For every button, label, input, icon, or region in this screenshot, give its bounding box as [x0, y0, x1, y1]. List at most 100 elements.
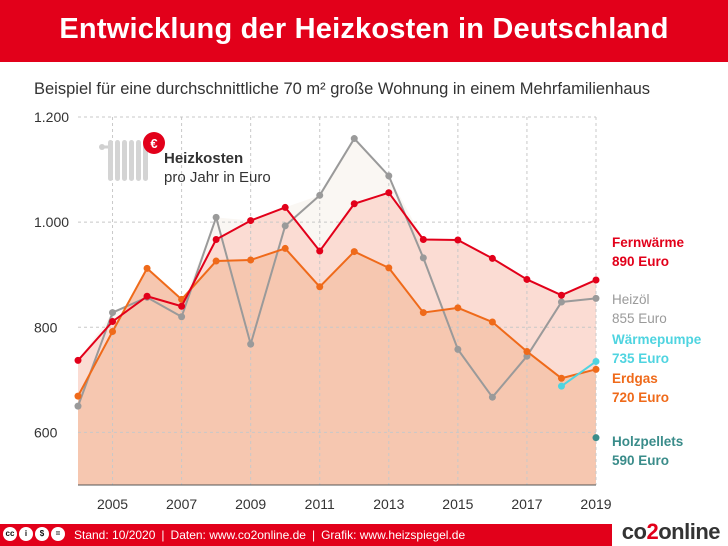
fernwaerme-value-label: 890 Euro [612, 254, 669, 269]
heizoel-point [212, 213, 220, 221]
erdgas-point [419, 309, 427, 317]
fernwaerme-point [247, 217, 255, 225]
nc-icon: $ [35, 527, 49, 541]
logo-part-online: online [658, 519, 720, 544]
legend-title: Heizkosten [164, 150, 243, 167]
heating-cost-chart: 600 800 1.000 1.200 2005 2007 2009 2011 2013 2015… [34, 109, 702, 512]
footer-grafik-link[interactable]: Grafik: www.heizspiegel.de [321, 528, 466, 542]
waermepumpe-line [560, 360, 597, 387]
erdgas-point [143, 264, 151, 272]
footer-bar: cc i $ = Stand: 10/2020 | Daten: www.co2on… [0, 516, 728, 546]
heizoel-point [74, 402, 82, 410]
heizoel-point [316, 191, 324, 199]
waermepumpe-label: Wärmepumpe [612, 332, 702, 347]
erdgas-area [78, 248, 596, 485]
y-tick-label: 1.200 [34, 109, 69, 125]
logo-part-co: co [621, 519, 647, 544]
heizoel-point [557, 298, 565, 306]
waermepumpe-point [592, 357, 600, 365]
erdgas-point [523, 347, 531, 355]
fernwaerme-point [454, 236, 462, 244]
page-title: Entwicklung der Heizkosten in Deutschlan… [59, 13, 669, 45]
footer-stand: Stand: 10/2020 [74, 528, 156, 542]
fernwaerme-point [143, 292, 151, 300]
fernwaerme-point [350, 200, 358, 208]
fernwaerme-point [178, 302, 186, 310]
waermepumpe-point [557, 382, 565, 390]
euro-icon: € [150, 136, 157, 151]
waermepumpe-value-label: 735 Euro [612, 351, 669, 366]
fernwaerme-line [77, 191, 597, 362]
heizoel-point [488, 393, 496, 401]
radiator-valve [99, 144, 105, 150]
erdgas-point [316, 283, 324, 291]
heizoel-label: Heizöl [612, 292, 650, 307]
header-bar: Entwicklung der Heizkosten in Deutschlan… [0, 0, 728, 62]
footer-separator: | [311, 528, 316, 542]
fernwaerme-point [385, 189, 393, 197]
erdgas-point [454, 304, 462, 312]
logo-box [612, 516, 728, 546]
x-tick-label: 2007 [166, 496, 197, 512]
fernwaerme-point [74, 356, 82, 364]
logo-part-2: 2 [646, 519, 659, 544]
chart-subtitle: Beispiel für eine durchschnittliche 70 m… [34, 80, 651, 98]
footer-separator: | [161, 528, 165, 542]
x-tick-label: 2011 [305, 496, 335, 512]
y-tick-label: 600 [34, 424, 58, 440]
erdgas-point [109, 327, 117, 335]
heizoel-point [109, 309, 117, 317]
fernwaerme-point [592, 276, 600, 284]
erdgas-point [350, 248, 358, 256]
x-tick-label: 2013 [373, 496, 404, 512]
heizoel-value-label: 855 Euro [612, 311, 667, 326]
fernwaerme-point [316, 247, 324, 255]
erdgas-point [212, 257, 220, 265]
radiator-euro-icon: € [99, 132, 165, 181]
radiator-fin [136, 140, 141, 181]
heizoel-line [77, 137, 597, 407]
heizoel-point [419, 254, 427, 262]
fernwaerme-point [557, 291, 565, 299]
erdgas-point [488, 318, 496, 326]
radiator-fin [129, 140, 134, 181]
x-tick-label: 2005 [97, 496, 128, 512]
erdgas-label: Erdgas [612, 371, 658, 386]
x-tick-label: 2017 [511, 496, 542, 512]
cc-icon: cc [3, 527, 17, 541]
holzpellets-value-label: 590 Euro [612, 453, 669, 468]
by-icon: i [19, 527, 33, 541]
heizoel-point [454, 345, 462, 353]
erdgas-point [281, 244, 289, 252]
fernwaerme-label: Fernwärme [612, 235, 685, 250]
fernwaerme-point [109, 318, 117, 326]
x-tick-label: 2015 [442, 496, 473, 512]
erdgas-point [557, 374, 565, 382]
erdgas-point [74, 392, 82, 400]
footer-meta: Stand: 10/2020 | Daten: www.co2online.de | G… [74, 528, 465, 542]
radiator-fin [122, 140, 127, 181]
heizoel-point [247, 340, 255, 348]
co2online-logo: co2online [621, 519, 721, 545]
fernwaerme-point [419, 235, 427, 243]
x-tick-label: 2009 [235, 496, 266, 512]
y-tick-label: 800 [34, 319, 58, 335]
fernwaerme-point [523, 275, 531, 283]
euro-badge [143, 132, 165, 154]
heizoel-point [385, 172, 393, 180]
heizoel-point [350, 135, 358, 143]
nd-icon: = [51, 527, 65, 541]
y-tick-label: 1.000 [34, 214, 69, 230]
erdgas-point [247, 256, 255, 264]
fernwaerme-point [281, 203, 289, 211]
erdgas-point [385, 264, 393, 272]
heizoel-point [592, 294, 600, 302]
heizoel-point [178, 313, 186, 321]
radiator-fin [108, 140, 113, 181]
erdgas-line [77, 247, 597, 397]
x-tick-label: 2019 [580, 496, 611, 512]
legend-subtitle: pro Jahr in Euro [164, 169, 271, 186]
heizoel-point [281, 222, 289, 230]
fernwaerme-point [212, 235, 220, 243]
footer-daten-link[interactable]: Daten: www.co2online.de [170, 528, 306, 542]
